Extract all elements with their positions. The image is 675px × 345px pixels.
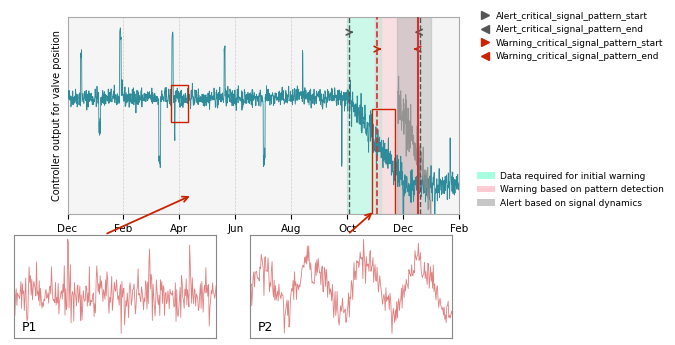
- Text: P2: P2: [258, 321, 273, 334]
- Text: P1: P1: [22, 321, 37, 334]
- Bar: [375, 17, 417, 214]
- Bar: [398, 17, 431, 214]
- Bar: [347, 17, 381, 214]
- Y-axis label: Controller output for valve position: Controller output for valve position: [52, 30, 62, 201]
- Legend: Data required for initial warning, Warning based on pattern detection, Alert bas: Data required for initial warning, Warni…: [473, 168, 667, 211]
- Legend: Alert_critical_signal_pattern_start, Alert_critical_signal_pattern_end, Warning_: Alert_critical_signal_pattern_start, Ale…: [475, 8, 667, 65]
